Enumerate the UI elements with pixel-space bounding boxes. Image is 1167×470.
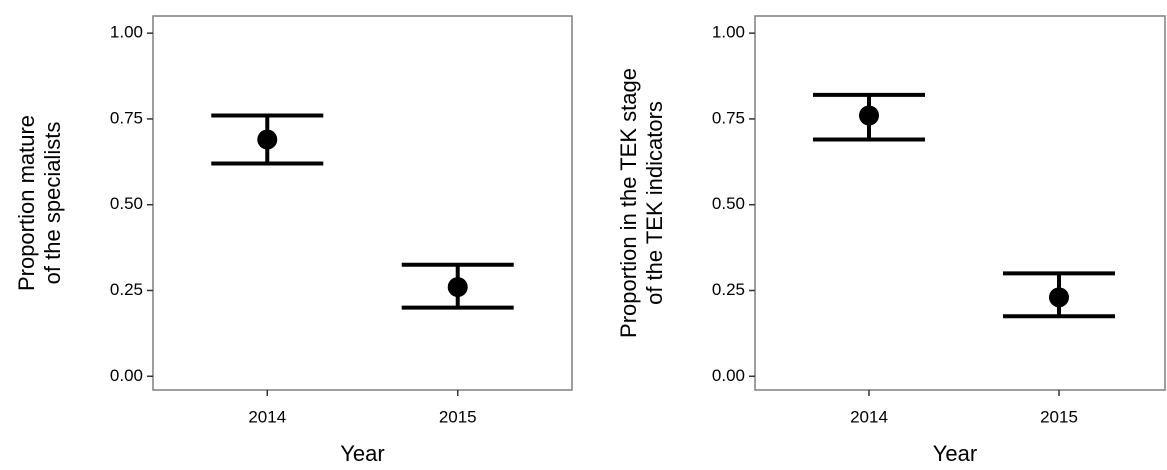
x-tick-label: 2014	[248, 407, 286, 426]
panel-border	[152, 15, 573, 391]
x-tick-label: 2015	[1040, 407, 1078, 426]
y-axis-title: of the specialists	[40, 122, 65, 285]
y-tick-label: 1.00	[712, 23, 745, 42]
y-tick-label: 0.00	[110, 366, 143, 385]
x-axis-title: Year	[340, 441, 384, 466]
x-axis-title: Year	[933, 441, 977, 466]
y-axis-title: Proportion mature	[14, 115, 39, 291]
point	[1049, 287, 1069, 308]
y-tick-label: 0.75	[110, 108, 143, 127]
y-tick-label: 0.25	[712, 280, 745, 299]
y-tick-label: 0.00	[712, 366, 745, 385]
x-tick-label: 2014	[850, 407, 888, 426]
y-tick-label: 0.25	[110, 280, 143, 299]
y-tick-label: 0.75	[712, 108, 745, 127]
point	[447, 277, 468, 298]
y-axis-title: of the TEK indicators	[642, 101, 667, 305]
point	[257, 129, 278, 150]
panel-border	[754, 15, 1166, 391]
y-tick-label: 0.50	[110, 194, 143, 213]
x-tick-label: 2015	[439, 407, 477, 426]
y-tick-label: 0.50	[712, 194, 745, 213]
y-tick-label: 1.00	[110, 23, 143, 42]
point	[859, 105, 879, 126]
y-axis-title: Proportion in the TEK stage	[616, 68, 641, 338]
